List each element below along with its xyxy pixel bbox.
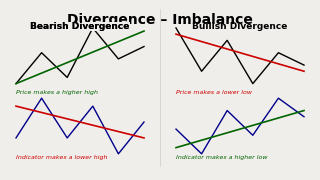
Text: Bullish Divergence: Bullish Divergence bbox=[192, 22, 288, 31]
Text: Indicator makes a higher low: Indicator makes a higher low bbox=[176, 155, 268, 160]
Text: Bearish Divergence: Bearish Divergence bbox=[30, 22, 130, 31]
Text: Price makes a lower low: Price makes a lower low bbox=[176, 90, 252, 95]
Text: Price makes a higher high: Price makes a higher high bbox=[16, 90, 98, 95]
Text: Bearish Divergence: Bearish Divergence bbox=[30, 22, 130, 31]
Text: Indicator makes a lower high: Indicator makes a lower high bbox=[16, 155, 108, 160]
Text: Divergence – Imbalance: Divergence – Imbalance bbox=[67, 13, 253, 27]
